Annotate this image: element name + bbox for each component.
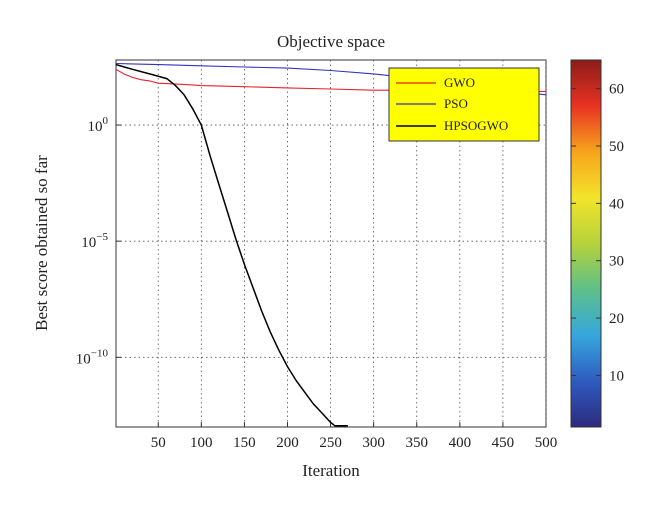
y-axis-ticks: 100 10−5 10−10 [76,115,121,367]
x-tick-label: 450 [492,435,515,451]
x-tick-label: 300 [362,435,385,451]
x-tick-label: 250 [319,435,342,451]
y-tick-label: 10−5 [81,231,108,251]
y-axis-label: Best score obtained so far [32,155,51,331]
x-tick-label: 100 [190,435,213,451]
colorbar-tick-label: 40 [609,196,624,212]
colorbar-tick-label: 60 [609,82,624,98]
colorbar-tick-label: 10 [609,368,624,384]
x-tick-label: 50 [151,435,166,451]
y-tick-label: 10−10 [76,347,109,367]
legend-label-gwo: GWO [444,75,475,90]
x-tick-label: 400 [449,435,472,451]
x-tick-label: 500 [535,435,558,451]
y-tick-label: 100 [88,115,109,135]
legend-label-hpsogwo: HPSOGWO [444,118,508,133]
colorbar [570,59,602,428]
series-line-hpsogwo [115,63,348,427]
x-tick-label: 150 [233,435,256,451]
x-axis-ticks: 50 100 150 200 250 300 350 400 450 500 [151,422,558,451]
chart-title: Objective space [277,32,385,51]
x-axis-label: Iteration [302,461,360,480]
legend-label-pso: PSO [444,96,468,111]
colorbar-ticks: 10 20 30 40 50 60 [571,82,624,384]
colorbar-tick-label: 50 [609,139,624,155]
colorbar-tick-label: 30 [609,254,624,270]
colorbar-tick-label: 20 [609,311,624,327]
legend: GWO PSO HPSOGWO [388,67,540,142]
x-tick-label: 350 [405,435,428,451]
x-tick-label: 200 [276,435,299,451]
